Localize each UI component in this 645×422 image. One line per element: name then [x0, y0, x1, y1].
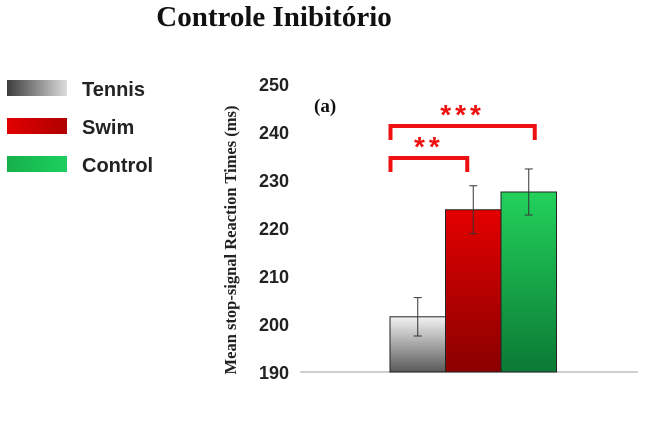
panel-label: (a) — [314, 96, 336, 117]
y-tick-label: 240 — [259, 123, 289, 143]
chart-title: Controle Inibitório — [156, 1, 392, 33]
significance-label: ** — [414, 131, 444, 162]
y-tick-label: 210 — [259, 267, 289, 287]
legend-swatch-swim — [7, 118, 67, 134]
y-tick-label: 220 — [259, 219, 289, 239]
y-axis-ticks: 190 200 210 220 230 240 250 — [259, 75, 289, 383]
bar-swim — [445, 209, 502, 373]
legend-label: Swim — [82, 117, 134, 139]
bar-control — [500, 191, 557, 373]
significance-brackets: ***** — [388, 99, 537, 172]
legend-swatch-tennis — [7, 80, 67, 96]
y-tick-label: 200 — [259, 315, 289, 335]
significance-label: *** — [440, 99, 485, 130]
significance-bracket — [388, 156, 470, 172]
y-tick-label: 230 — [259, 171, 289, 191]
legend: Tennis Swim Control — [7, 79, 153, 177]
y-tick-label: 190 — [259, 363, 289, 383]
significance-bracket — [388, 124, 537, 140]
y-axis-label: Mean stop-signal Reaction Times (ms) — [221, 106, 240, 375]
legend-label: Tennis — [82, 79, 145, 101]
y-tick-label: 250 — [259, 75, 289, 95]
error-bars — [413, 168, 533, 337]
legend-label: Control — [82, 155, 153, 177]
bars — [389, 191, 557, 373]
legend-swatch-control — [7, 156, 67, 172]
